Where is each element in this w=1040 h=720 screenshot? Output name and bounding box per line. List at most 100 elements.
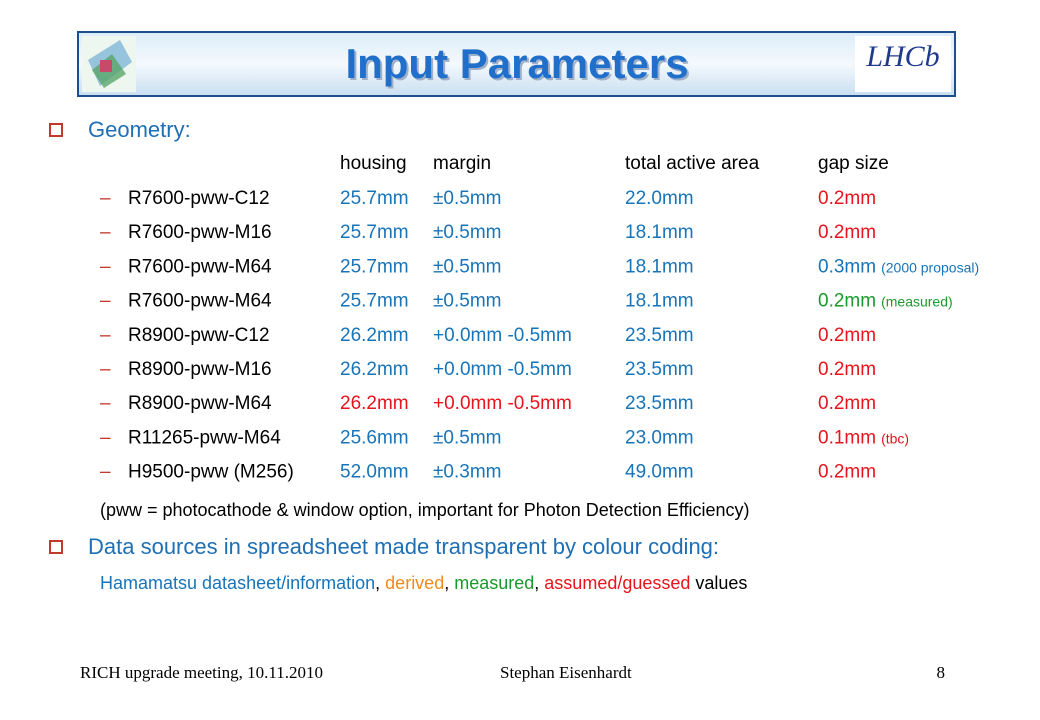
legend-item: values (690, 573, 747, 593)
legend-item: derived (385, 573, 444, 593)
pmt-name: R11265-pww-M64 (128, 427, 281, 448)
title-shadow: Input Parameters (347, 42, 690, 89)
column-header: housing (340, 153, 407, 174)
dash: – (100, 291, 111, 312)
cell-value: 49.0mm (625, 462, 694, 483)
cell-value: 22.0mm (625, 188, 694, 209)
cell-value: 0.2mm (818, 325, 876, 346)
cell: ±0.5mm (433, 256, 502, 277)
cell: 18.1mm (625, 222, 694, 243)
page-number: 8 (937, 663, 946, 682)
heading: Data sources in spreadsheet made transpa… (88, 534, 719, 559)
footer-left: RICH upgrade meeting, 10.11.2010 (80, 663, 323, 682)
cell-value: 0.2mm (818, 462, 876, 483)
cell-value: +0.0mm -0.5mm (433, 393, 572, 414)
cell-value: 0.2mm (818, 359, 876, 380)
bullet (49, 123, 63, 137)
title-box (77, 31, 956, 97)
cell-value: 23.5mm (625, 359, 694, 380)
cell: 25.7mm (340, 291, 409, 312)
cell: 26.2mm (340, 325, 409, 346)
pmt-name: R7600-pww-M16 (128, 222, 272, 243)
cell-value: 25.7mm (340, 291, 409, 312)
cell-value: 23.0mm (625, 427, 694, 448)
cell: 23.5mm (625, 359, 694, 380)
dash: – (100, 462, 111, 483)
cell: 25.7mm (340, 222, 409, 243)
cell: 18.1mm (625, 291, 694, 312)
cell: 0.2mm (818, 393, 876, 414)
cell: 0.2mm (818, 359, 876, 380)
dash: – (100, 188, 111, 209)
pmt-name: R7600-pww-C12 (128, 188, 270, 209)
cell-value: 23.5mm (625, 393, 694, 414)
right-logo: LHCb (855, 36, 951, 92)
cell-note: (measured) (881, 294, 953, 310)
dash: – (100, 359, 111, 380)
note: (pww = photocathode & window option, imp… (100, 500, 750, 520)
legend-item: , (444, 573, 454, 593)
legend-item: Hamamatsu datasheet/information (100, 573, 375, 593)
cell: +0.0mm -0.5mm (433, 393, 572, 414)
cell: 0.2mm (818, 188, 876, 209)
footer-center: Stephan Eisenhardt (500, 663, 632, 682)
cell-value: 0.1mm (818, 427, 876, 448)
cell: +0.0mm -0.5mm (433, 325, 572, 346)
legend-item: , (375, 573, 385, 593)
cell: 0.2mm (measured) (818, 291, 953, 312)
cell: 0.3mm (2000 proposal) (818, 256, 979, 277)
cell: 23.5mm (625, 393, 694, 414)
cell-value: ±0.5mm (433, 222, 502, 243)
cell-value: 18.1mm (625, 222, 694, 243)
cell: 23.5mm (625, 325, 694, 346)
cell-value: 18.1mm (625, 291, 694, 312)
cell-value: ±0.5mm (433, 427, 502, 448)
cell: 52.0mm (340, 462, 409, 483)
cell-value: +0.0mm -0.5mm (433, 359, 572, 380)
cell-value: 23.5mm (625, 325, 694, 346)
cell-value: 25.6mm (340, 427, 409, 448)
cell: ±0.5mm (433, 222, 502, 243)
cell: 23.0mm (625, 427, 694, 448)
dash: – (100, 222, 111, 243)
cell: 25.7mm (340, 188, 409, 209)
cell-value: 26.2mm (340, 393, 409, 414)
left-logo (82, 36, 136, 92)
cell-note: (2000 proposal) (881, 259, 979, 275)
pmt-name: R8900-pww-C12 (128, 325, 270, 346)
legend-item: , (534, 573, 544, 593)
cell-value: 18.1mm (625, 256, 694, 277)
cell: 18.1mm (625, 256, 694, 277)
cell: 0.2mm (818, 462, 876, 483)
colour-legend: Hamamatsu datasheet/information, derived… (100, 573, 747, 593)
cell-value: ±0.5mm (433, 256, 502, 277)
column-header: gap size (818, 153, 889, 174)
bullet (49, 540, 63, 554)
cell: 26.2mm (340, 393, 409, 414)
pmt-name: R7600-pww-M64 (128, 291, 272, 312)
dash: – (100, 256, 111, 277)
cell: ±0.5mm (433, 188, 502, 209)
dash: – (100, 427, 111, 448)
cell-value: ±0.5mm (433, 291, 502, 312)
cell-value: 0.2mm (818, 222, 876, 243)
cell: ±0.5mm (433, 427, 502, 448)
cell: 25.6mm (340, 427, 409, 448)
dash: – (100, 393, 111, 414)
cell: ±0.5mm (433, 291, 502, 312)
cell-value: 25.7mm (340, 222, 409, 243)
cell: 0.1mm (tbc) (818, 427, 909, 448)
dash: – (100, 325, 111, 346)
cell-note: (tbc) (881, 430, 909, 446)
cell: 22.0mm (625, 188, 694, 209)
cell-value: 0.3mm (818, 256, 876, 277)
cell-value: +0.0mm -0.5mm (433, 325, 572, 346)
cell-value: 0.2mm (818, 188, 876, 209)
column-header: total active area (625, 153, 760, 174)
cell-value: 0.2mm (818, 393, 876, 414)
cell: 25.7mm (340, 256, 409, 277)
cell-value: 0.2mm (818, 291, 876, 312)
column-header: margin (433, 153, 491, 174)
title: Input Parameters (345, 40, 688, 87)
